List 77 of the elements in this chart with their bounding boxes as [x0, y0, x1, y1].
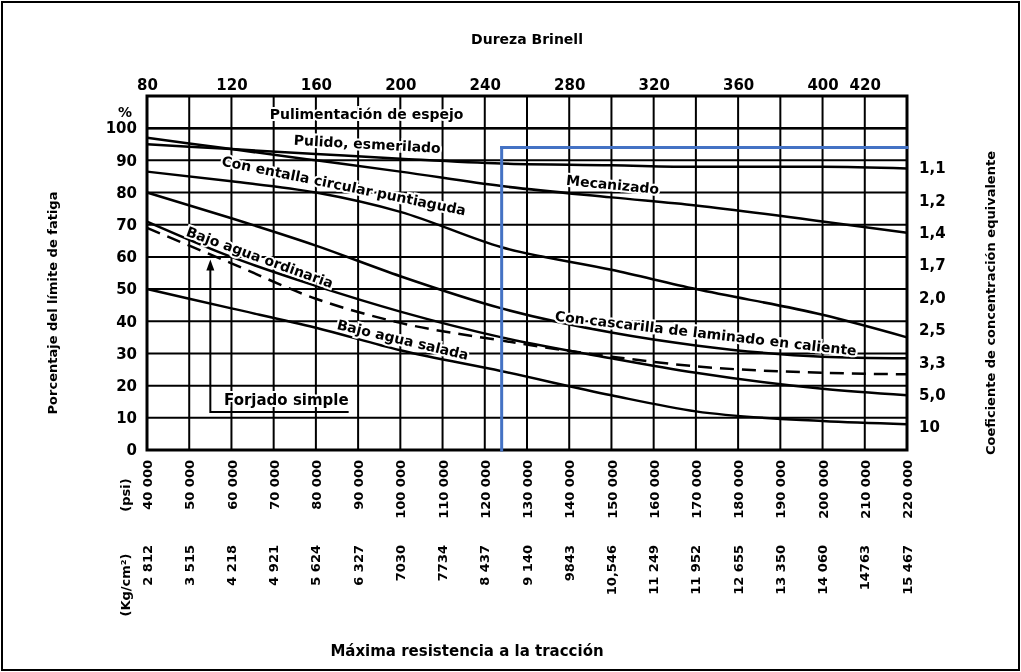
text: 11 952 [688, 545, 704, 595]
x2-tick-label: 420 [849, 76, 881, 94]
x-tick-label: 170 000 [688, 460, 704, 519]
series-label: Pulido, esmerilado [293, 131, 442, 156]
x-tick-label: 180 000 [731, 460, 747, 519]
y-tick-label: 80 [116, 183, 137, 202]
text: 12 655 [730, 545, 746, 595]
text: 15 467 [899, 545, 915, 595]
text: 8 437 [477, 545, 493, 586]
text: 5,0 [919, 386, 946, 405]
text: 14 060 [815, 545, 831, 595]
x-tick-label: 70 000 [266, 460, 282, 510]
text: 1,4 [919, 224, 946, 243]
text: 4 921 [266, 545, 282, 586]
x-tick-label: 120 000 [477, 460, 493, 519]
x2-tick-label: 200 [385, 76, 417, 94]
x2-tick-label: 400 [807, 76, 839, 94]
x2-tick-label: 80 [137, 76, 158, 94]
x2-tick-label: 240 [469, 76, 501, 94]
x2-tick-label: 320 [638, 76, 670, 94]
text: (psi) [117, 478, 133, 512]
y-tick-label: 30 [116, 344, 137, 363]
x2-axis-title: Dureza Brinell [471, 31, 583, 47]
x-tick-label: 220 000 [900, 460, 916, 519]
text: 11 249 [646, 545, 662, 595]
text: 10,546 [603, 545, 619, 596]
y-tick-label: 40 [116, 312, 137, 331]
text: 1,2 [919, 191, 946, 210]
y-tick-label: 20 [116, 376, 137, 395]
x-tick-label: 210 000 [857, 460, 873, 519]
x-tick-label: 90 000 [351, 460, 367, 510]
x2-tick-label: 160 [300, 76, 333, 94]
text: % [117, 103, 133, 120]
y-tick-label: 100 [105, 119, 137, 138]
text: 1,1 [919, 159, 946, 178]
y-tick-label: 50 [116, 280, 137, 299]
y-axis-title: Porcentaje del límite de fatiga [44, 191, 60, 415]
x-tick-label: 40 000 [140, 460, 156, 510]
x-tick-label: 200 000 [815, 460, 831, 519]
text: (Kg/cm²) [117, 553, 133, 617]
x2-tick-label: 280 [554, 76, 586, 94]
text: Coeficiente de concentración equivalente [982, 150, 998, 455]
x-tick-label: 110 000 [435, 460, 451, 519]
x-tick-label: 60 000 [224, 460, 240, 510]
x-tick-label: 190 000 [773, 460, 789, 519]
text: Máxima resistencia a la tracción [330, 642, 604, 661]
x-tick-label: 130 000 [520, 460, 536, 519]
x2-tick-label: 120 [216, 76, 248, 94]
text: 2 812 [139, 545, 155, 586]
text: 6 327 [350, 545, 366, 586]
y-tick-label: 90 [116, 151, 137, 170]
x-tick-label: 160 000 [646, 460, 662, 519]
text: 2,5 [919, 321, 946, 340]
text: Mecanizado [565, 171, 661, 198]
text: 13 350 [772, 545, 788, 595]
x-tick-label: 150 000 [604, 460, 620, 519]
y-tick-label: 0 [126, 441, 137, 460]
x-tick-label: 100 000 [393, 460, 409, 519]
text: 9 140 [519, 545, 535, 586]
text: 2,0 [919, 288, 946, 307]
text: 7030 [392, 545, 408, 582]
y-tick-label: 70 [116, 216, 137, 235]
x-tick-label: 50 000 [182, 460, 198, 510]
x-tick-label: 80 000 [308, 460, 324, 510]
text: 5 624 [308, 545, 324, 586]
text: 3 515 [181, 545, 197, 586]
y-tick-label: 10 [116, 409, 137, 428]
y-tick-label: 60 [116, 248, 137, 267]
text: 10 [919, 418, 940, 437]
text: 14763 [857, 545, 873, 591]
text: 7734 [435, 545, 451, 582]
text: 1,7 [919, 256, 946, 275]
x2-tick-label: 360 [722, 76, 755, 94]
x-tick-label: 140 000 [562, 460, 578, 519]
text: 9843 [561, 545, 577, 582]
text: 4 218 [223, 545, 239, 586]
text: 3,3 [919, 353, 946, 372]
